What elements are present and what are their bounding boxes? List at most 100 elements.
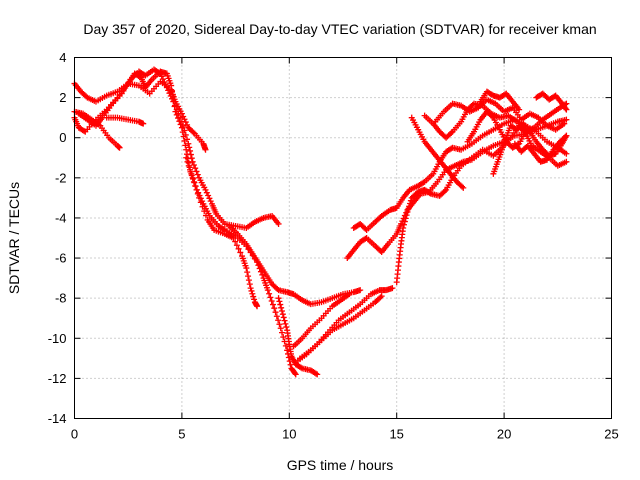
data-point [407, 200, 414, 207]
data-point [185, 140, 192, 147]
data-point [237, 249, 244, 256]
data-point [157, 70, 164, 77]
data-point [251, 296, 258, 303]
data-point [205, 192, 212, 199]
series-track-13 [350, 116, 570, 233]
data-point [182, 142, 189, 149]
series-track-15 [408, 114, 467, 191]
data-point [166, 90, 173, 97]
data-point [400, 224, 407, 231]
data-point [280, 334, 287, 341]
data-point [194, 171, 201, 178]
data-point [185, 162, 192, 169]
data-point [562, 105, 569, 112]
data-point [244, 269, 251, 276]
data-point [283, 324, 290, 331]
data-point [346, 291, 353, 298]
data-point [168, 82, 175, 89]
data-point [458, 183, 465, 190]
data-point [397, 220, 404, 227]
data-point [389, 285, 396, 292]
data-point [184, 121, 191, 128]
x-tick-labels: 0 5 10 15 20 25 [71, 427, 619, 442]
data-point [249, 290, 256, 297]
data-point [489, 113, 496, 120]
data-point [275, 295, 282, 302]
data-point [162, 81, 169, 88]
data-point [268, 297, 275, 304]
data-point [116, 144, 123, 151]
data-point [271, 305, 278, 312]
data-point [401, 218, 408, 225]
data-point [276, 321, 283, 328]
data-point [183, 146, 190, 153]
data-point [278, 304, 285, 311]
data-point [264, 287, 271, 294]
data-point [189, 174, 196, 181]
data-point [563, 132, 570, 139]
data-point [280, 314, 287, 321]
data-point [193, 186, 200, 193]
data-point [246, 281, 253, 288]
data-point [177, 114, 184, 121]
data-point [254, 303, 261, 310]
data-point [357, 287, 364, 294]
data-point [562, 133, 569, 140]
series-track-22 [511, 132, 570, 165]
series-track-14 [393, 122, 570, 286]
data-point [187, 166, 194, 173]
data-point [377, 294, 384, 301]
data-point [182, 131, 189, 138]
data-point [291, 370, 298, 377]
series-track-17 [432, 96, 568, 133]
data-point [278, 329, 285, 336]
data-point [159, 76, 166, 83]
y-tick-label: -8 [55, 291, 67, 306]
data-point [83, 93, 90, 100]
data-point [273, 313, 280, 320]
data-point [250, 293, 257, 300]
data-point [563, 158, 570, 165]
data-point [297, 364, 304, 371]
data-point [563, 150, 570, 157]
plot-frame [74, 57, 612, 419]
data-point [561, 120, 568, 127]
data-point [181, 127, 188, 134]
data-point [362, 235, 369, 242]
data-point [199, 203, 206, 210]
data-point [180, 113, 187, 120]
data-point [281, 317, 288, 324]
data-point [183, 154, 190, 161]
data-point [169, 95, 176, 102]
y-tick-label: -10 [48, 331, 67, 346]
data-point [277, 325, 284, 332]
data-point [192, 182, 199, 189]
data-point [186, 144, 193, 151]
y-tick-label: -14 [48, 411, 67, 426]
data-point [180, 123, 187, 130]
data-point [156, 69, 163, 76]
series-track-8 [275, 295, 321, 378]
data-point [167, 93, 174, 100]
x-tick-label: 25 [604, 427, 618, 442]
data-point [426, 190, 433, 197]
data-point [188, 155, 195, 162]
x-tick-label: 5 [178, 427, 185, 442]
data-point [516, 106, 523, 113]
data-point [248, 287, 255, 294]
data-point [402, 215, 409, 222]
data-point [197, 199, 204, 206]
y-tick-labels: -14 -12 -10 -8 -6 -4 -2 0 2 4 [48, 50, 67, 426]
data-point [193, 168, 200, 175]
data-point [460, 184, 467, 191]
data-point [403, 212, 410, 219]
series-track-10 [290, 291, 353, 350]
data-point [140, 120, 147, 127]
data-point [401, 221, 408, 228]
x-tick-label: 20 [497, 427, 511, 442]
data-point [232, 238, 239, 245]
data-point [378, 293, 385, 300]
data-point [272, 309, 279, 316]
data-point [202, 212, 209, 219]
data-point [202, 146, 209, 153]
